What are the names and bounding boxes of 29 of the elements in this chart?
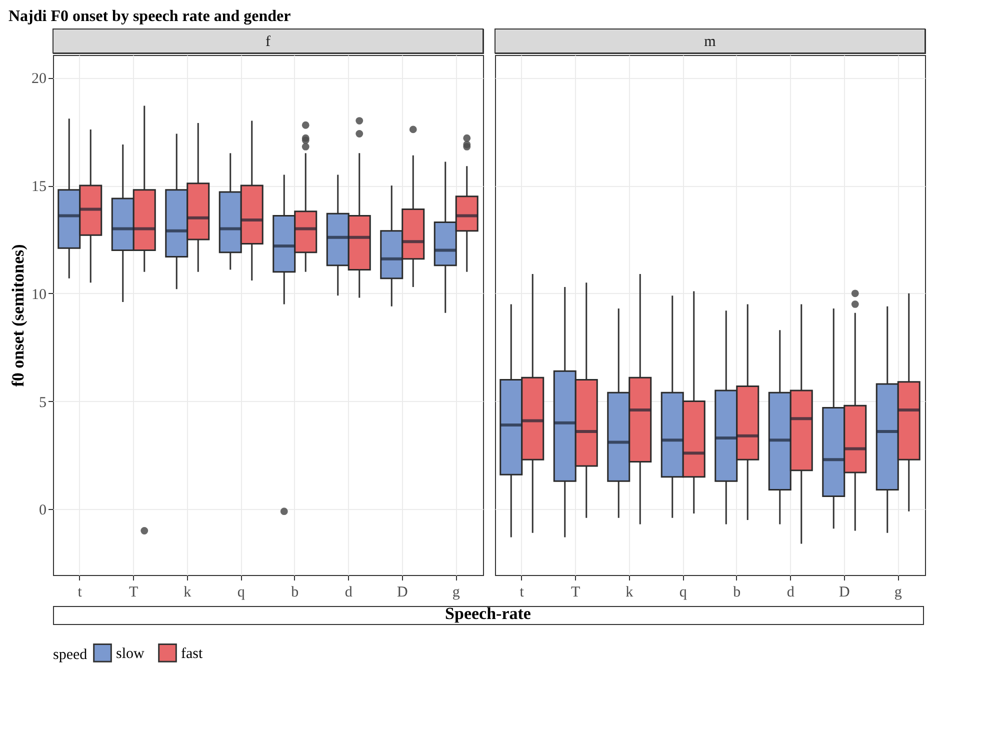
x-tick-label: k — [626, 584, 634, 600]
x-tick-label: b — [733, 584, 741, 600]
legend-label: fast — [181, 646, 204, 662]
y-tick-label: 0 — [39, 502, 46, 519]
x-tick-label: q — [679, 584, 688, 600]
x-tick-label: D — [838, 584, 850, 600]
y-tick-label: 15 — [32, 179, 46, 196]
x-tick-label: T — [129, 584, 138, 600]
y-tick-label: 10 — [32, 286, 46, 303]
x-tick-label: g — [452, 584, 460, 600]
x-tick-label: d — [786, 584, 795, 600]
x-tick-label: g — [894, 584, 902, 600]
chart-subtitle: m — [704, 34, 716, 50]
chart-subtitle: f — [266, 34, 270, 50]
x-tick-label: t — [520, 584, 525, 600]
x-axis-title: Speech-rate — [445, 604, 532, 623]
x-tick-label: t — [78, 584, 83, 600]
y-tick-label: 5 — [39, 394, 46, 411]
y-axis-title: f0 onset (semitones) — [8, 244, 28, 387]
legend-title: speed — [53, 647, 88, 663]
x-tick-label: b — [291, 584, 299, 600]
x-tick-label: k — [184, 584, 192, 600]
x-tick-label: D — [396, 584, 408, 600]
y-tick-label: 20 — [32, 71, 46, 88]
x-tick-label: q — [237, 584, 246, 600]
legend-label: slow — [116, 646, 145, 662]
x-tick-label: d — [344, 584, 353, 600]
x-tick-label: T — [571, 584, 580, 600]
chart-title: Najdi F0 onset by speech rate and gender — [8, 8, 291, 25]
